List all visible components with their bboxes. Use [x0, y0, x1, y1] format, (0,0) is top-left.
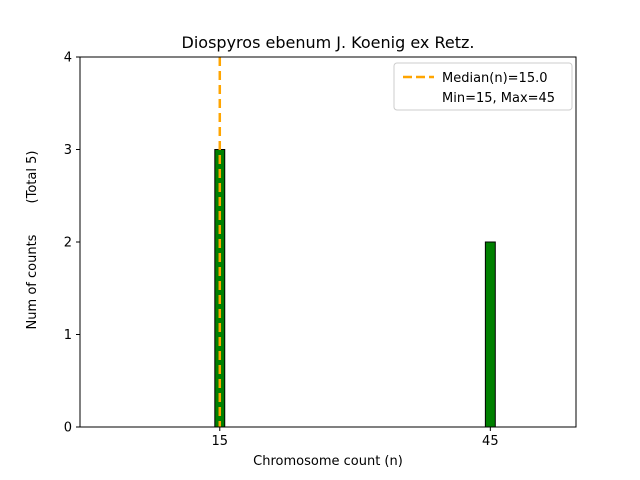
y-tick-label: 2 [64, 236, 72, 251]
legend-label-minmax: Min=15, Max=45 [442, 91, 555, 106]
y-axis-label-note: (Total 5) [25, 151, 40, 204]
y-tick-label: 0 [64, 421, 72, 436]
y-tick-label: 3 [64, 143, 72, 158]
x-tick-label: 15 [212, 434, 229, 449]
y-tick-label: 4 [64, 51, 72, 66]
x-tick-label: 45 [482, 434, 499, 449]
chart-title: Diospyros ebenum J. Koenig ex Retz. [182, 33, 475, 52]
y-axis-label: Num of counts [25, 234, 40, 329]
legend: Median(n)=15.0 Min=15, Max=45 [393, 62, 573, 111]
axes-spines [79, 56, 577, 428]
y-tick-label: 1 [64, 328, 72, 343]
legend-label-median: Median(n)=15.0 [442, 71, 548, 86]
x-axis-label: Chromosome count (n) [253, 454, 403, 469]
bar-45 [484, 241, 496, 428]
generated-plot-elements: 15 45 0 1 2 3 4 [64, 51, 577, 449]
legend-box [393, 62, 573, 111]
